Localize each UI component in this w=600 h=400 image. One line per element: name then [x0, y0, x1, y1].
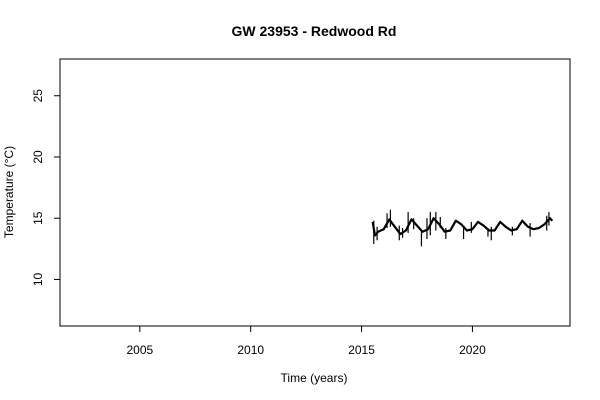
series-group — [371, 209, 554, 247]
y-tick-label: 25 — [31, 89, 45, 103]
y-tick-label: 10 — [31, 272, 45, 286]
y-tick-label: 15 — [31, 211, 45, 225]
chart-title: GW 23953 - Redwood Rd — [232, 23, 397, 39]
x-axis: 2005 2010 2015 2020 — [126, 326, 486, 357]
x-tick-label: 2005 — [126, 343, 153, 357]
y-axis-label: Temperature (°C) — [2, 146, 16, 238]
y-axis: 10 15 20 25 — [31, 89, 60, 286]
series-line — [371, 217, 554, 237]
x-tick-label: 2020 — [459, 343, 486, 357]
x-axis-label: Time (years) — [281, 371, 348, 385]
x-tick-label: 2010 — [237, 343, 264, 357]
plot-frame — [59, 58, 571, 327]
x-tick-label: 2015 — [348, 343, 375, 357]
y-tick-label: 20 — [31, 150, 45, 164]
